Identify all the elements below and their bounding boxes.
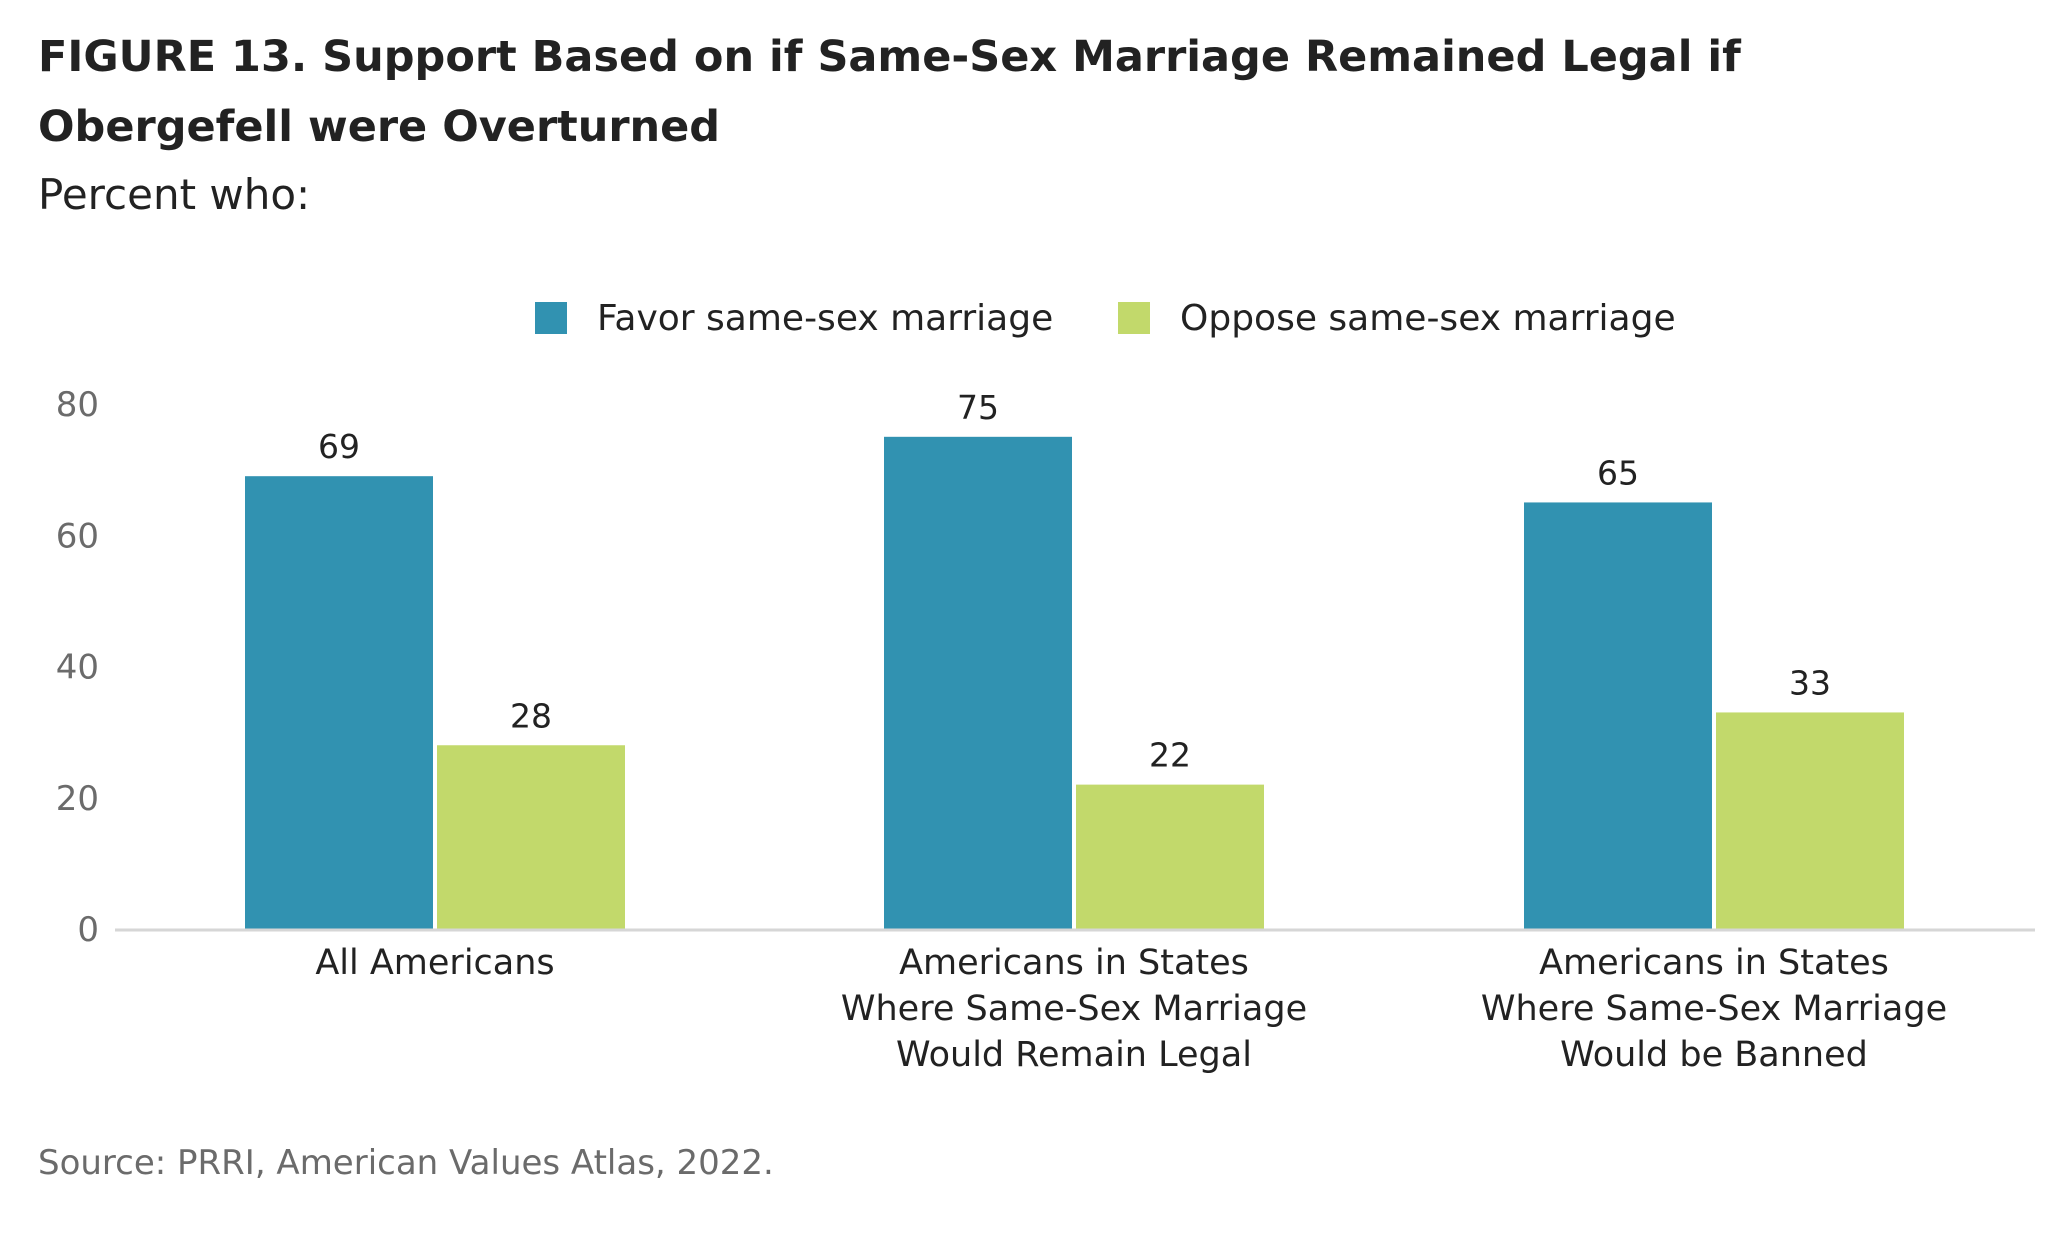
data-label: 75 <box>957 388 999 427</box>
y-tick-label: 0 <box>77 910 99 950</box>
bar-oppose <box>1716 712 1904 929</box>
y-tick-label: 60 <box>56 516 99 556</box>
bar-oppose <box>1076 784 1264 929</box>
legend: Favor same-sex marriage Oppose same-sex … <box>0 296 2064 340</box>
y-tick-label: 80 <box>56 385 99 425</box>
source-note: Source: PRRI, American Values Atlas, 202… <box>38 1143 774 1183</box>
y-tick-label: 40 <box>56 648 99 688</box>
data-label: 65 <box>1597 453 1639 492</box>
legend-item-favor: Favor same-sex marriage <box>535 296 1053 340</box>
data-label: 69 <box>318 427 360 466</box>
bar-favor <box>884 436 1072 929</box>
bar-favor <box>1524 502 1712 929</box>
x-category-label: All Americans <box>315 943 554 983</box>
x-category-label: Americans in States Where Same-Sex Marria… <box>841 943 1307 1075</box>
data-label: 22 <box>1149 736 1191 775</box>
legend-swatch-oppose <box>1118 302 1150 334</box>
chart-title: FIGURE 13. Support Based on if Same-Sex … <box>38 32 1741 152</box>
y-tick-label: 20 <box>56 779 99 819</box>
legend-label-favor: Favor same-sex marriage <box>597 297 1054 339</box>
x-category-label: Americans in States Where Same-Sex Marria… <box>1481 943 1947 1075</box>
bar-favor <box>245 476 433 929</box>
legend-swatch-favor <box>535 302 567 334</box>
chart-subtitle: Percent who: <box>38 170 311 219</box>
data-label: 33 <box>1789 663 1831 702</box>
legend-item-oppose: Oppose same-sex marriage <box>1118 296 1676 340</box>
legend-label-oppose: Oppose same-sex marriage <box>1180 297 1676 339</box>
data-label: 28 <box>510 696 552 735</box>
bar-oppose <box>437 745 625 929</box>
